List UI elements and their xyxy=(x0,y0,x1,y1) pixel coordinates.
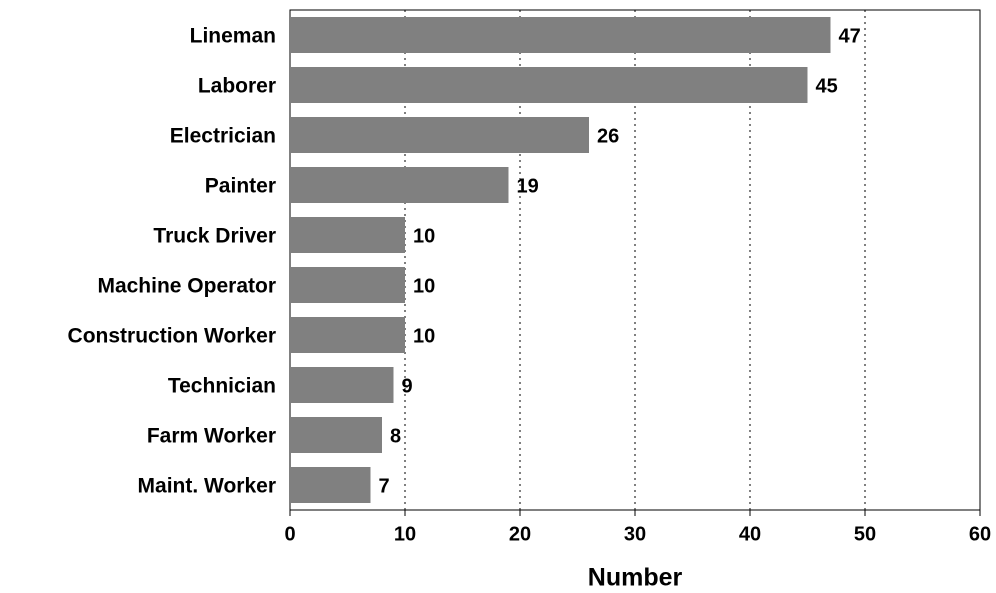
bar xyxy=(290,167,509,203)
y-tick-label: Construction Worker xyxy=(68,325,276,348)
value-label: 10 xyxy=(413,275,435,297)
bar xyxy=(290,317,405,353)
x-tick-label: 0 xyxy=(284,523,295,545)
y-tick-label: Maint. Worker xyxy=(138,475,276,498)
value-label: 10 xyxy=(413,325,435,347)
value-label: 19 xyxy=(517,175,539,197)
bar xyxy=(290,17,831,53)
y-tick-label: Farm Worker xyxy=(147,425,276,448)
value-label: 47 xyxy=(839,25,861,47)
bar xyxy=(290,367,394,403)
value-label: 26 xyxy=(597,125,619,147)
bar xyxy=(290,217,405,253)
bar xyxy=(290,67,808,103)
y-tick-label: Technician xyxy=(168,375,276,398)
bar xyxy=(290,117,589,153)
x-tick-label: 10 xyxy=(394,523,416,545)
x-tick-label: 20 xyxy=(509,523,531,545)
x-tick-label: 30 xyxy=(624,523,646,545)
x-axis-label: Number xyxy=(588,564,683,592)
bar xyxy=(290,267,405,303)
x-tick-label: 60 xyxy=(969,523,991,545)
y-tick-label: Lineman xyxy=(190,25,276,48)
y-tick-label: Painter xyxy=(205,175,276,198)
x-tick-label: 50 xyxy=(854,523,876,545)
y-tick-label: Electrician xyxy=(170,125,276,148)
plot-frame xyxy=(289,9,981,511)
bar xyxy=(290,417,382,453)
value-label: 7 xyxy=(379,475,390,497)
value-label: 9 xyxy=(402,375,413,397)
value-label: 45 xyxy=(816,75,838,97)
x-tick-label: 40 xyxy=(739,523,761,545)
y-tick-label: Truck Driver xyxy=(153,225,276,248)
bar xyxy=(290,467,371,503)
y-tick-label: Machine Operator xyxy=(97,275,276,298)
value-label: 10 xyxy=(413,225,435,247)
value-label: 8 xyxy=(390,425,401,447)
y-tick-label: Laborer xyxy=(198,75,276,98)
